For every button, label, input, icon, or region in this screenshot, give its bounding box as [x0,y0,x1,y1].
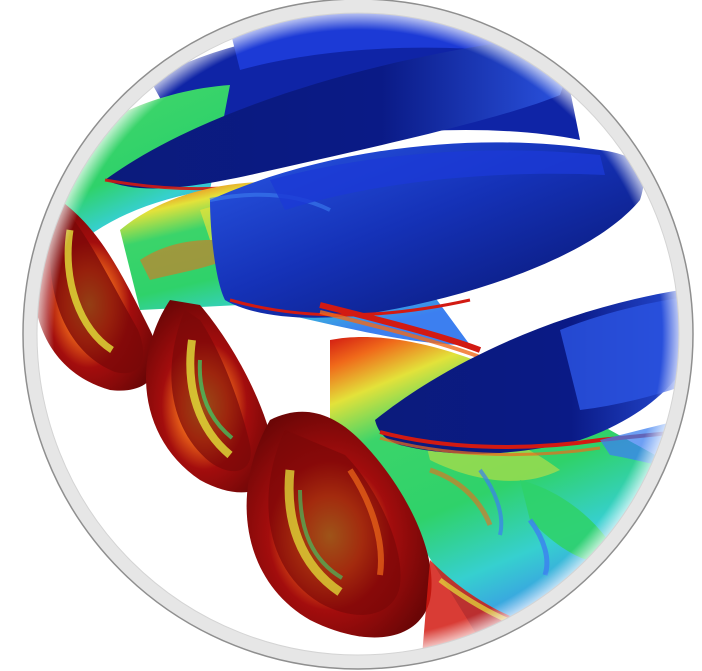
frame-ring [23,0,693,669]
frame-ring-outline [22,0,694,670]
frame-ring-highlight [31,7,685,661]
frame-ring-inner-outline [36,12,680,656]
